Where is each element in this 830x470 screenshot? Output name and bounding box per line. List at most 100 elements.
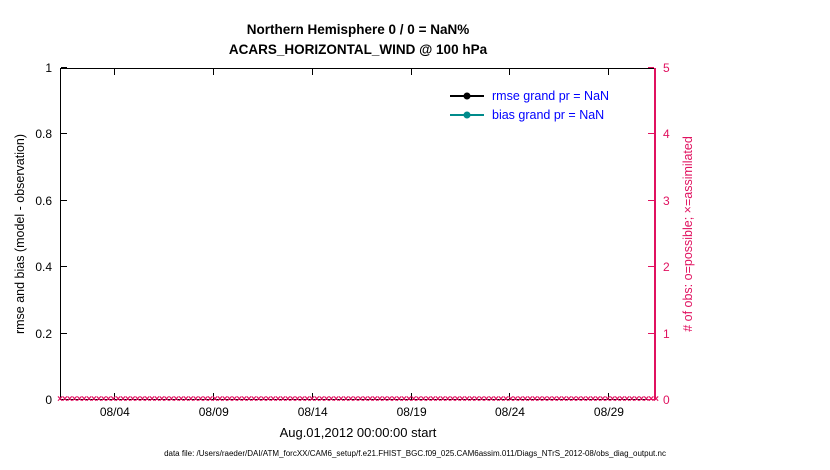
x-tick-label: 08/14: [297, 405, 328, 419]
obs-assimilated-marker: ×: [163, 394, 170, 405]
plot-area: [60, 68, 656, 400]
obs-assimilated-marker: ×: [478, 394, 485, 405]
obs-assimilated-marker: ×: [415, 394, 422, 405]
obs-assimilated-marker: ×: [556, 394, 562, 405]
obs-assimilated-marker: ×: [638, 394, 645, 405]
x-tick: [608, 393, 610, 399]
obs-assimilated-marker: ×: [405, 394, 412, 405]
obs-assimilated-marker: ×: [260, 394, 267, 405]
obs-assimilated-marker: ×: [604, 394, 611, 405]
obs-assimilated-marker: ×: [144, 394, 151, 405]
obs-assimilated-marker: ×: [507, 394, 514, 405]
obs-assimilated-marker: ×: [522, 394, 529, 405]
obs-assimilated-marker: ×: [464, 394, 470, 405]
obs-assimilated-marker: ×: [221, 394, 228, 405]
obs-assimilated-marker: ×: [609, 394, 616, 405]
obs-assimilated-marker: ×: [342, 394, 349, 405]
x-tick-top: [312, 69, 314, 75]
left-tick-label: 0.4: [35, 260, 52, 275]
obs-assimilated-marker: ×: [531, 394, 538, 405]
obs-assimilated-marker: ×: [284, 394, 291, 405]
left-tick-label: 1: [45, 61, 52, 75]
right-axis-line: [654, 68, 656, 400]
right-tick: [648, 332, 654, 334]
obs-assimilated-marker: ×: [459, 394, 466, 405]
right-tick: [648, 67, 654, 68]
left-tick: [61, 332, 67, 334]
right-tick-label: 3: [663, 193, 670, 208]
legend-label-bias: bias grand pr = NaN: [492, 107, 605, 122]
obs-assimilated-marker: ×: [386, 394, 393, 405]
bias-marker-dot: [463, 111, 471, 118]
obs-assimilated-marker: ×: [468, 394, 475, 405]
obs-assimilated-marker: ×: [347, 394, 354, 405]
obs-assimilated-marker: ×: [120, 394, 126, 405]
obs-assimilated-marker: ×: [590, 394, 596, 405]
obs-assimilated-marker: ×: [454, 394, 461, 405]
obs-assimilated-marker: ×: [294, 394, 301, 405]
obs-assimilated-marker: ×: [241, 394, 248, 405]
obs-assimilated-marker: ×: [628, 394, 635, 405]
left-tick-label: 0: [45, 393, 52, 407]
obs-assimilated-marker: ×: [536, 394, 543, 405]
obs-assimilated-marker: ×: [212, 394, 218, 405]
left-tick: [61, 67, 67, 68]
obs-assimilated-marker: ×: [66, 394, 73, 405]
obs-assimilated-marker: ×: [376, 394, 383, 405]
left-tick: [61, 266, 67, 268]
obs-assimilated-marker: ×: [338, 394, 344, 405]
x-tick: [312, 393, 314, 399]
obs-assimilated-marker: ×: [362, 394, 369, 405]
obs-assimilated-marker: ×: [183, 394, 189, 405]
obs-assimilated-marker: ×: [226, 394, 233, 405]
obs-assimilated-marker: ×: [207, 394, 214, 405]
obs-assimilated-marker: ×: [565, 394, 572, 405]
obs-assimilated-marker: ×: [444, 394, 451, 405]
obs-assimilated-marker: ×: [570, 394, 577, 405]
obs-assimilated-marker: ×: [250, 394, 257, 405]
x-tick-label: 08/09: [198, 405, 229, 419]
obs-assimilated-marker: ×: [134, 394, 141, 405]
obs-assimilated-marker: ×: [498, 394, 504, 405]
chart-title-line1: Northern Hemisphere 0 / 0 = NaN%: [246, 22, 470, 37]
x-tick-label: 08/04: [99, 405, 130, 419]
x-tick: [213, 393, 215, 399]
right-tick: [648, 133, 654, 135]
obs-assimilated-marker: ×: [401, 394, 407, 405]
obs-assimilated-marker: ×: [473, 394, 480, 405]
legend-item-rmse: rmse grand pr = NaN: [450, 86, 609, 105]
right-tick-label: 1: [663, 326, 670, 341]
obs-assimilated-marker: ×: [246, 394, 252, 405]
right-tick-label: 0: [663, 393, 670, 407]
right-tick-label: 2: [663, 260, 670, 275]
obs-assimilated-marker: ×: [90, 394, 97, 405]
obs-assimilated-marker: ×: [527, 394, 533, 405]
obs-assimilated-marker: ×: [551, 394, 558, 405]
obs-assimilated-marker: ×: [643, 394, 650, 405]
obs-assimilated-marker: ×: [430, 394, 437, 405]
x-tick: [114, 393, 116, 399]
obs-assimilated-marker: ×: [502, 394, 509, 405]
x-tick: [509, 393, 511, 399]
obs-assimilated-marker: ×: [546, 394, 553, 405]
right-tick-label: 4: [663, 127, 670, 142]
right-tick: [648, 399, 654, 400]
obs-assimilated-marker: ×: [333, 394, 340, 405]
obs-assimilated-marker: ×: [197, 394, 204, 405]
chart-title: Northern Hemisphere 0 / 0 = NaN% ACARS_H…: [60, 20, 656, 60]
left-tick: [61, 133, 67, 135]
obs-assimilated-marker: ×: [541, 394, 548, 405]
obs-assimilated-marker: ×: [139, 394, 146, 405]
obs-assimilated-marker: ×: [178, 394, 185, 405]
chart-title-line2: ACARS_HORIZONTAL_WIND @ 100 hPa: [228, 42, 488, 57]
obs-assimilated-marker: ×: [619, 394, 625, 405]
obs-assimilated-marker: ×: [561, 394, 567, 405]
x-tick-top: [114, 69, 116, 75]
legend: rmse grand pr = NaN bias grand pr = NaN: [450, 86, 609, 124]
obs-assimilated-marker: ×: [449, 394, 456, 405]
obs-assimilated-marker: ×: [81, 394, 88, 405]
obs-assimilated-marker: ×: [381, 394, 388, 405]
left-tick-label: 0.6: [35, 193, 52, 208]
x-axis-label: Aug.01,2012 00:00:00 start: [279, 425, 437, 440]
obs-assimilated-marker: ×: [158, 394, 165, 405]
